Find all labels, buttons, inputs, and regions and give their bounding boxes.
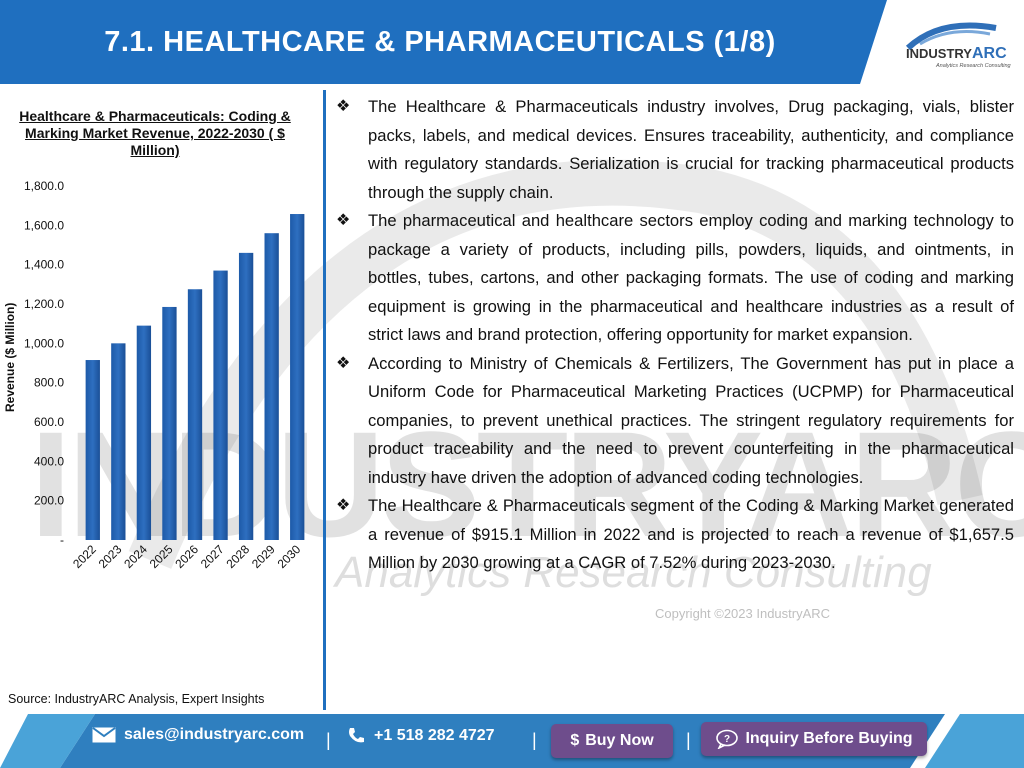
inquiry-label: Inquiry Before Buying [745, 730, 913, 747]
y-tick-label: - [60, 533, 64, 547]
footer-separator: | [532, 730, 537, 750]
footer-phone-text[interactable]: +1 518 282 4727 [374, 727, 495, 744]
bullet-item: ❖ The Healthcare & Pharmaceuticals indust… [336, 93, 1014, 207]
bar-2024 [136, 325, 152, 540]
dollar-icon: $ [570, 732, 580, 749]
phone-icon [349, 728, 364, 743]
x-tick-label: 2029 [249, 542, 278, 571]
y-tick-label: 1,400.0 [24, 258, 64, 272]
bullet-text: The pharmaceutical and healthcare sector… [368, 211, 1014, 344]
y-tick-label: 1,600.0 [24, 218, 64, 232]
bullet-item: ❖ According to Ministry of Chemicals & Fe… [336, 350, 1014, 493]
page-title: 7.1. HEALTHCARE & PHARMACEUTICALS (1/8) [104, 26, 776, 58]
footer-email[interactable]: sales@industryarc.com [92, 726, 304, 744]
bar-2027 [213, 270, 228, 540]
footer-separator: | [686, 730, 691, 750]
svg-text:?: ? [724, 734, 730, 745]
bullet-item: ❖ The Healthcare & Pharmaceuticals segmen… [336, 492, 1014, 578]
bullet-text: The Healthcare & Pharmaceuticals industr… [368, 97, 1014, 202]
buy-now-label: Buy Now [585, 732, 654, 749]
y-tick-label: 1,000.0 [24, 336, 64, 350]
bar-2022 [85, 360, 100, 540]
bullet-marker-icon: ❖ [336, 98, 351, 115]
bullet-marker-icon: ❖ [336, 497, 351, 514]
x-tick-label: 2027 [198, 542, 227, 571]
x-tick-label: 2023 [96, 542, 125, 571]
bullet-marker-icon: ❖ [336, 212, 351, 229]
svg-text:INDUSTRYARC: INDUSTRYARC [906, 45, 1007, 62]
svg-text:Analytics Research Consulting: Analytics Research Consulting [935, 63, 1012, 69]
x-tick-label: 2030 [275, 542, 304, 571]
bullet-text: The Healthcare & Pharmaceuticals segment… [368, 496, 1014, 572]
vertical-divider [323, 90, 326, 710]
bullet-marker-icon: ❖ [336, 354, 351, 372]
y-tick-label: 1,800.0 [24, 179, 64, 193]
footer-decoration [0, 714, 1024, 768]
bar-2025 [162, 306, 177, 540]
chat-bubble-icon: ? [716, 729, 739, 749]
inquiry-button[interactable]: ? Inquiry Before Buying [701, 722, 927, 756]
y-tick-label: 600.0 [34, 415, 64, 429]
bar-2029 [264, 233, 279, 540]
bullet-item: ❖ The pharmaceutical and healthcare secto… [336, 207, 1014, 350]
header-bar: 7.1. HEALTHCARE & PHARMACEUTICALS (1/8) … [0, 0, 1024, 84]
revenue-bar-chart: - 200.0 400.0 600.0 800.0 1,000.0 1,200.0 1,400… [24, 179, 305, 571]
envelope-icon [92, 727, 116, 743]
y-tick-label: 800.0 [34, 376, 64, 390]
bullet-text: According to Ministry of Chemicals & Fer… [368, 353, 1014, 487]
industryarc-logo: INDUSTRYARC Analytics Research Consultin… [905, 22, 1012, 69]
bar-2023 [111, 343, 126, 540]
watermark-copyright: Copyright ©2023 IndustryARC [655, 606, 831, 621]
x-tick-label: 2024 [121, 542, 150, 571]
buy-now-button[interactable]: $ Buy Now [551, 724, 673, 758]
footer-separator: | [326, 730, 331, 750]
x-tick-label: 2028 [223, 542, 252, 571]
y-tick-label: 200.0 [34, 494, 64, 508]
x-tick-label: 2026 [172, 542, 201, 571]
y-tick-label: 1,200.0 [24, 297, 64, 311]
bullet-list: ❖ The Healthcare & Pharmaceuticals indust… [336, 93, 1014, 578]
bar-2026 [187, 289, 203, 540]
header-background [0, 0, 887, 84]
bar-2030 [290, 214, 305, 540]
chart-title: Healthcare & Pharmaceuticals: Coding & M… [19, 108, 291, 158]
footer-email-text[interactable]: sales@industryarc.com [124, 726, 305, 743]
bar-2028 [238, 252, 254, 540]
y-tick-label: 400.0 [34, 454, 64, 468]
x-tick-label: 2025 [147, 542, 176, 571]
x-tick-label: 2022 [70, 542, 99, 571]
source-note: Source: IndustryARC Analysis, Expert Ins… [8, 692, 265, 706]
footer-phone[interactable]: +1 518 282 4727 [346, 726, 495, 746]
